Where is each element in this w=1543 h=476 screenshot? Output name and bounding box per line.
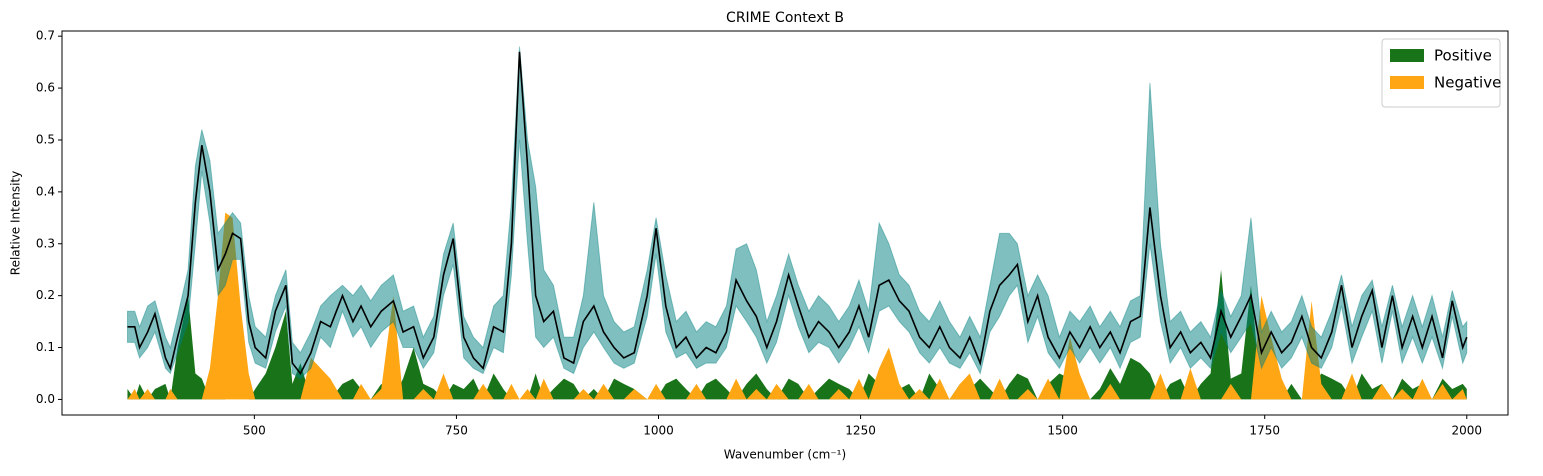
y-tick-label: 0.6 bbox=[36, 81, 55, 95]
y-tick-label: 0.7 bbox=[36, 29, 55, 43]
y-tick-label: 0.5 bbox=[36, 132, 55, 146]
y-tick-label: 0.1 bbox=[36, 340, 55, 354]
x-tick-label: 500 bbox=[243, 424, 266, 438]
legend-label: Negative bbox=[1434, 74, 1501, 92]
x-tick-label: 2000 bbox=[1452, 424, 1483, 438]
x-tick-label: 1000 bbox=[643, 424, 674, 438]
x-tick-label: 1750 bbox=[1249, 424, 1280, 438]
legend-swatch bbox=[1390, 49, 1424, 62]
chart-title: CRIME Context B bbox=[726, 10, 844, 26]
y-tick-label: 0.4 bbox=[36, 184, 55, 198]
band bbox=[126, 46, 1468, 380]
y-tick-label: 0.2 bbox=[36, 288, 55, 302]
legend-label: Positive bbox=[1434, 47, 1492, 65]
area-0 bbox=[127, 269, 1467, 400]
plot-frame bbox=[61, 30, 1509, 416]
x-tick-label: 750 bbox=[445, 424, 468, 438]
x-tick-label: 1250 bbox=[845, 424, 876, 438]
mean-line bbox=[127, 51, 1468, 375]
legend-swatch bbox=[1390, 76, 1424, 89]
x-axis-label: Wavenumber (cm⁻¹) bbox=[724, 448, 846, 462]
y-tick-label: 0.3 bbox=[36, 236, 55, 250]
y-axis-label: Relative Intensity bbox=[9, 171, 23, 275]
x-tick-label: 1500 bbox=[1047, 424, 1078, 438]
y-tick-label: 0.0 bbox=[36, 392, 55, 406]
